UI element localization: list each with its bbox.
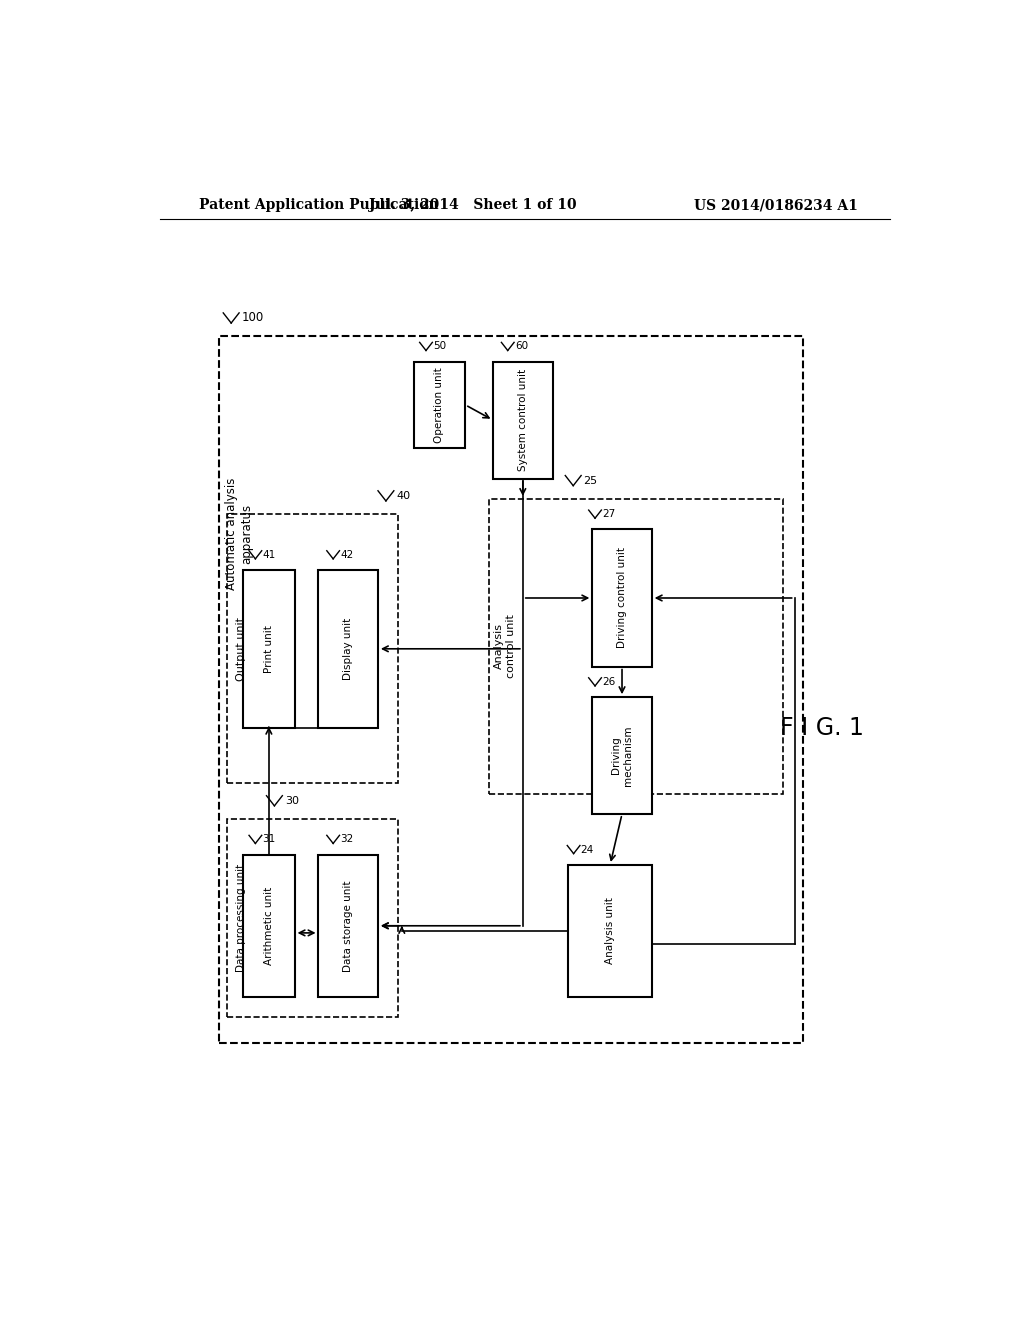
Text: Operation unit: Operation unit bbox=[434, 367, 444, 442]
Text: 50: 50 bbox=[433, 342, 446, 351]
Text: 32: 32 bbox=[340, 834, 353, 845]
Text: Analysis
control unit: Analysis control unit bbox=[495, 614, 516, 678]
Text: 26: 26 bbox=[602, 677, 615, 686]
Bar bbox=[592, 697, 651, 814]
Text: Patent Application Publication: Patent Application Publication bbox=[200, 198, 439, 213]
Text: 24: 24 bbox=[581, 845, 594, 854]
Text: Print unit: Print unit bbox=[264, 624, 273, 673]
Bar bbox=[318, 570, 378, 727]
Bar bbox=[414, 362, 465, 447]
Text: Data storage unit: Data storage unit bbox=[343, 880, 353, 972]
Text: Analysis unit: Analysis unit bbox=[605, 898, 615, 965]
Bar bbox=[568, 865, 652, 997]
Bar bbox=[243, 570, 295, 727]
Text: 30: 30 bbox=[285, 796, 299, 805]
Text: Output unit: Output unit bbox=[237, 616, 247, 681]
Text: Jul. 3, 2014   Sheet 1 of 10: Jul. 3, 2014 Sheet 1 of 10 bbox=[370, 198, 578, 213]
Text: 27: 27 bbox=[602, 510, 615, 519]
Bar bbox=[227, 515, 397, 784]
Bar bbox=[219, 337, 803, 1043]
Bar bbox=[494, 362, 553, 479]
Bar bbox=[592, 529, 651, 667]
Text: Arithmetic unit: Arithmetic unit bbox=[264, 887, 273, 965]
Text: 60: 60 bbox=[515, 342, 528, 351]
Text: Data processing unit: Data processing unit bbox=[237, 865, 247, 973]
Text: F I G. 1: F I G. 1 bbox=[780, 715, 864, 739]
Text: Display unit: Display unit bbox=[343, 618, 353, 680]
Bar bbox=[227, 818, 397, 1018]
Text: 42: 42 bbox=[340, 550, 353, 560]
Text: 41: 41 bbox=[262, 550, 275, 560]
Text: US 2014/0186234 A1: US 2014/0186234 A1 bbox=[694, 198, 858, 213]
Text: 100: 100 bbox=[242, 312, 264, 325]
Text: Driving control unit: Driving control unit bbox=[617, 548, 627, 648]
Text: 25: 25 bbox=[584, 475, 598, 486]
Text: System control unit: System control unit bbox=[518, 370, 527, 471]
Text: Automatic analysis
apparatus: Automatic analysis apparatus bbox=[225, 478, 253, 590]
Text: 31: 31 bbox=[262, 834, 275, 845]
Bar bbox=[489, 499, 782, 793]
Text: Driving
mechanism: Driving mechanism bbox=[611, 725, 633, 785]
Bar bbox=[318, 854, 378, 997]
Bar bbox=[243, 854, 295, 997]
Text: 40: 40 bbox=[396, 491, 411, 500]
